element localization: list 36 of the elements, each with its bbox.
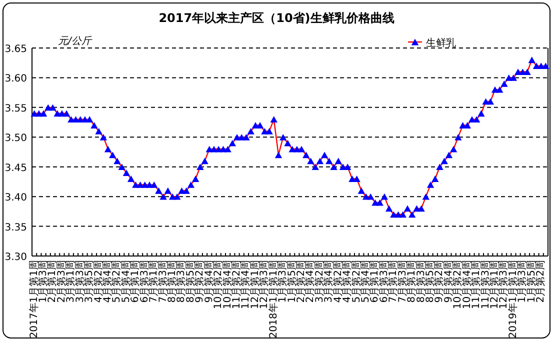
x-tick-label: 2月第3周 xyxy=(55,260,68,303)
x-tick-label: 1月第5周 xyxy=(525,260,538,303)
y-tick-label: 3.55 xyxy=(4,103,27,114)
x-tick-label: 7月第3周 xyxy=(156,260,169,303)
x-tick-label: 1月第5周 xyxy=(286,260,298,303)
x-tick-label: 2月第2周 xyxy=(534,260,547,303)
x-tick-label: 6月第3周 xyxy=(138,260,150,303)
x-tick-label: 2017年1月第1周 xyxy=(28,260,40,338)
x-tick-label: 10月第4周 xyxy=(221,260,234,310)
legend-label: 生鲜乳 xyxy=(426,37,456,49)
x-tick-label: 10月第4周 xyxy=(460,260,473,310)
x-tick-label: 3月第3周 xyxy=(74,260,86,303)
x-tick-label: 2019年1月第1周 xyxy=(506,260,519,338)
y-tick-label: 3.30 xyxy=(4,252,27,263)
x-tick-label: 3月第2周 xyxy=(313,260,326,303)
x-tick-label: 4月第2周 xyxy=(92,260,104,303)
x-tick-label: 5月第2周 xyxy=(350,260,362,303)
y-tick-label: 3.40 xyxy=(4,192,27,204)
x-tick-label: 8月第5周 xyxy=(184,260,196,303)
chart-title: 2017年以来主产区（10省)生鲜乳价格曲线 xyxy=(158,11,394,25)
x-tick-label: 11月第3周 xyxy=(479,260,492,310)
x-tick-label: 4月第2周 xyxy=(332,260,344,303)
x-tick-label: 2018年1月第1周 xyxy=(267,260,280,338)
x-tick-label: 9月第4周 xyxy=(442,260,454,303)
y-tick-label: 3.60 xyxy=(4,74,27,85)
y-tick-label: 3.65 xyxy=(4,44,27,55)
y-axis-title: 元/公斤 xyxy=(58,35,92,47)
y-tick-label: 3.45 xyxy=(4,162,27,174)
x-tick-label: 6月第3周 xyxy=(378,260,390,303)
y-tick-label: 3.35 xyxy=(4,222,27,234)
x-tick-label: 9月第4周 xyxy=(202,260,215,303)
x-tick-label: 7月第3周 xyxy=(396,260,408,303)
x-tick-label: 8月第3周 xyxy=(414,260,427,303)
y-tick-label: 3.50 xyxy=(4,133,27,144)
x-tick-label: 5月第4周 xyxy=(120,260,132,303)
x-tick-label: 12月第1周 xyxy=(248,260,261,310)
